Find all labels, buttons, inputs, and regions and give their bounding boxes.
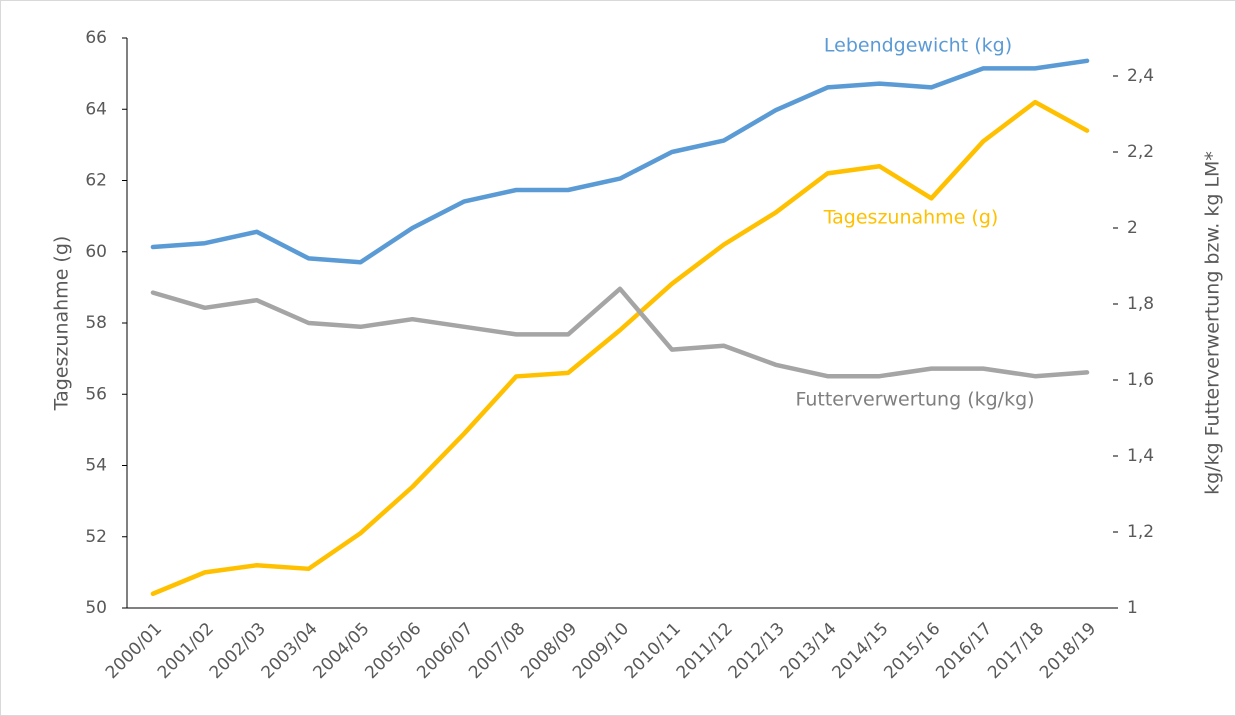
y2-tick-label: 1,2 — [1127, 522, 1154, 542]
y2-tick-label: 2,4 — [1127, 66, 1154, 86]
y-tick-label: 50 — [85, 598, 107, 618]
y-tick-label: 62 — [85, 171, 107, 191]
y2-tick-label: 2 — [1127, 218, 1138, 238]
series-label: Tageszunahme (g) — [823, 207, 999, 229]
series-line — [150, 99, 1090, 596]
y-axis-title: Tageszunahme (g) — [51, 236, 73, 412]
series-label: Futterverwertung (kg/kg) — [795, 389, 1034, 411]
y2-tick-label: 1 — [1127, 598, 1138, 618]
y-tick-label: 58 — [85, 313, 107, 333]
y2-axis-title: kg/kg Futterverwertung bzw. kg LM* — [1202, 151, 1224, 495]
y-tick-label: 56 — [85, 384, 107, 404]
y-tick-label: 66 — [85, 28, 107, 48]
y-tick-label: 60 — [85, 242, 107, 262]
y2-tick-label: 1,8 — [1127, 294, 1154, 314]
series-line — [150, 286, 1090, 379]
y2-tick-label: 1,4 — [1127, 446, 1154, 466]
series-line — [150, 58, 1090, 265]
y2-tick-label: 2,2 — [1127, 142, 1154, 162]
series-label: Lebendgewicht (kg) — [824, 35, 1012, 57]
y-tick-label: 64 — [85, 99, 107, 119]
y-tick-label: 54 — [85, 456, 107, 476]
y-tick-label: 52 — [85, 527, 107, 547]
y2-tick-label: 1,6 — [1127, 370, 1154, 390]
